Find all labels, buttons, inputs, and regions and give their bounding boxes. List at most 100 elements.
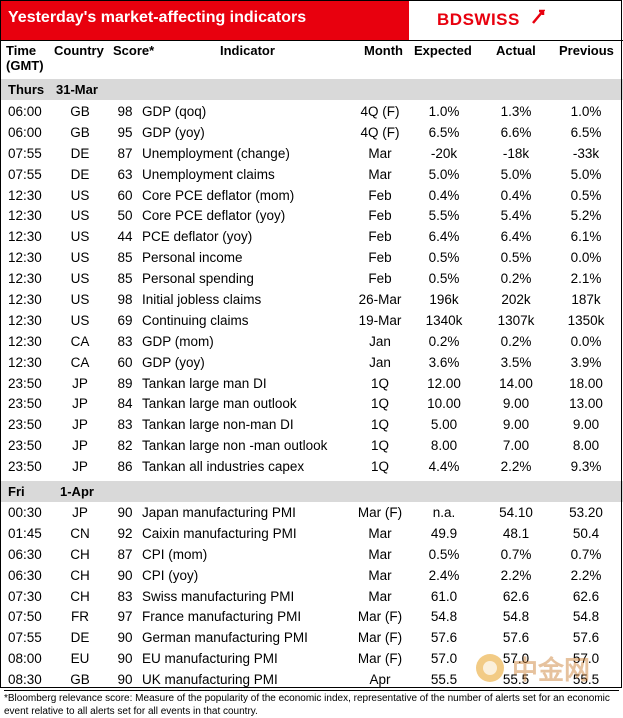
table-row: 23:50 JP 83 Tankan large non-man DI 1Q 5.00 9.… [0,415,623,436]
cell-month: Mar [368,588,392,604]
cell-expected: 5.00 [430,417,458,433]
cell-previous: 1350k [567,312,605,328]
cell-expected: 57.6 [430,630,458,646]
cell-month: Feb [368,208,392,224]
cell-time: 12:30 [8,208,42,224]
cell-country: JP [72,417,88,433]
cell-expected: 6.4% [428,229,460,245]
table-row: 06:00 GB 98 GDP (qoq) 4Q (F) 1.0% 1.3% 1.0% [0,102,623,123]
cell-score: 85 [117,250,133,266]
cell-actual: 9.00 [502,396,530,412]
cell-month: Mar (F) [357,505,403,520]
cell-expected: 2.4% [428,567,460,583]
cell-country: FR [71,609,89,625]
cell-indicator: German manufacturing PMI [142,630,308,646]
cell-previous: 3.9% [570,354,602,370]
cell-previous: -33k [572,145,600,161]
table-row: 07:55 DE 87 Unemployment (change) Mar -20k -18… [0,144,623,165]
cell-month: Feb [368,271,392,287]
cell-month: 4Q (F) [360,104,400,119]
cell-actual: 7.00 [502,438,530,454]
cell-score: 95 [117,124,133,140]
cell-score: 83 [117,588,133,604]
table-row: 12:30 US 69 Continuing claims 19-Mar 1340k 130… [0,311,623,332]
cell-previous: 57.0 [572,651,600,667]
cell-score: 98 [117,292,133,308]
cell-expected: 0.4% [428,187,460,203]
cell-actual: 48.1 [502,525,530,541]
cell-time: 23:50 [8,417,42,433]
col-previous: Previous [559,43,614,58]
cell-previous: 2.2% [570,567,602,583]
table-row: 12:30 US 85 Personal spending Feb 0.5% 0.2% 2.1… [0,269,623,290]
cell-score: 87 [117,145,133,161]
cell-score: 50 [117,208,133,224]
cell-time: 23:50 [8,438,42,454]
table-row: 00:30 JP 90 Japan manufacturing PMI Mar (F) n… [0,503,623,524]
cell-time: 00:30 [8,505,42,520]
cell-indicator: GDP (mom) [142,333,214,349]
cell-actual: 5.0% [500,166,532,182]
table-row: 08:30 GB 90 UK manufacturing PMI Apr 55.5 55.5… [0,670,623,691]
cell-score: 82 [117,438,133,454]
cell-time: 12:30 [8,250,42,266]
cell-country: US [70,312,90,328]
cell-actual: 2.2% [500,459,532,475]
table-row: 23:50 JP 89 Tankan large man DI 1Q 12.00 14.00… [0,374,623,395]
cell-previous: 0.7% [570,546,602,562]
page-title: Yesterday's market-affecting indicators [8,9,307,26]
cell-expected: 55.5 [430,672,458,688]
cell-expected: 5.5% [428,208,460,224]
cell-previous: 0.0% [570,333,602,349]
cell-indicator: EU manufacturing PMI [142,651,278,667]
cell-previous: 6.1% [570,229,602,245]
watermark: 中金网 [470,648,620,708]
cell-previous: 6.5% [570,124,602,140]
cell-previous: 50.4 [572,525,600,541]
cell-actual: 5.4% [500,208,532,224]
cell-month: Apr [369,672,391,688]
report-header: Yesterday's market-affecting indicators … [0,0,623,40]
cell-indicator: Tankan large non-man DI [142,417,294,433]
cell-country: DE [70,166,90,182]
cell-actual: 0.2% [500,333,532,349]
cell-time: 12:30 [8,354,42,370]
cell-month: Mar [368,145,392,161]
cell-expected: 0.2% [428,333,460,349]
cell-score: 60 [117,187,133,203]
table-row: 07:50 FR 97 France manufacturing PMI Mar (F)… [0,607,623,628]
cell-actual: 0.5% [500,250,532,266]
cell-actual: 9.00 [502,417,530,433]
cell-score: 85 [117,271,133,287]
logo-swoosh-icon [532,9,545,24]
cell-actual: 62.6 [502,588,530,604]
cell-month: Jan [369,354,391,370]
cell-time: 12:30 [8,271,42,287]
title-bar: Yesterday's market-affecting indicators [0,0,409,40]
table-row: 12:30 CA 60 GDP (yoy) Jan 3.6% 3.5% 3.9% [0,353,623,374]
col-actual: Actual [496,43,536,58]
cell-month: Jan [369,333,391,349]
cell-month: Mar (F) [357,630,403,646]
table-row: 12:30 US 85 Personal income Feb 0.5% 0.5% 0.0% [0,248,623,269]
cell-score: 60 [117,354,133,370]
cell-indicator: Japan manufacturing PMI [142,505,296,520]
cell-actual: 6.6% [500,124,532,140]
cell-month: Mar [368,525,392,541]
cell-previous: 55.5 [572,672,600,688]
day-label: Thurs [8,82,45,97]
col-time: Time (GMT) [6,43,44,73]
table-row: 06:30 CH 90 CPI (yoy) Mar 2.4% 2.2% 2.2% [0,566,623,587]
cell-country: CA [70,333,90,349]
cell-previous: 13.00 [569,396,603,412]
cell-indicator: CPI (mom) [142,546,208,562]
cell-month: 1Q [370,396,389,412]
cell-actual: 1307k [497,312,535,328]
cell-country: CH [70,567,90,583]
cell-country: JP [72,505,88,520]
cell-previous: 5.2% [570,208,602,224]
col-expected: Expected [414,43,472,58]
cell-time: 06:00 [8,124,42,140]
cell-previous: 8.00 [572,438,600,454]
cell-score: 86 [117,459,133,475]
